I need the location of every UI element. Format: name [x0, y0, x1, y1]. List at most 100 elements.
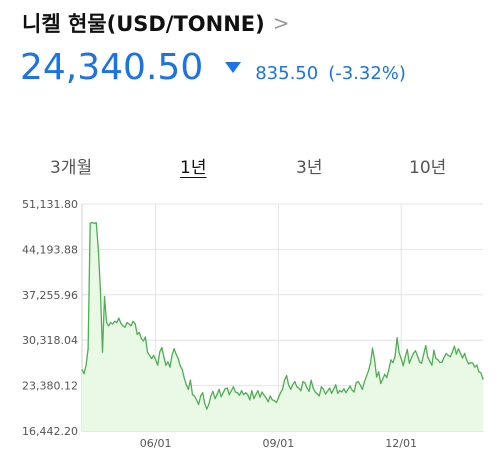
- data-point: [343, 388, 345, 390]
- data-point: [81, 369, 83, 371]
- series-area: [82, 222, 483, 431]
- data-point: [138, 331, 140, 334]
- data-point: [97, 250, 99, 252]
- data-point: [472, 362, 474, 364]
- data-point: [157, 364, 159, 366]
- data-point: [331, 392, 333, 394]
- data-point: [388, 368, 390, 370]
- data-point: [185, 384, 187, 386]
- data-point: [398, 352, 400, 354]
- data-point: [198, 403, 200, 405]
- data-point: [406, 348, 408, 351]
- data-point: [374, 359, 376, 361]
- data-point: [421, 362, 423, 364]
- data-point: [269, 395, 271, 397]
- data-point: [283, 379, 286, 381]
- data-point: [322, 388, 324, 390]
- data-point: [148, 354, 151, 356]
- data-point: [251, 390, 253, 392]
- data-point: [210, 395, 212, 397]
- data-point: [142, 340, 144, 342]
- data-point: [371, 347, 374, 349]
- data-point: [461, 357, 464, 359]
- x-tick-label: 09/01: [263, 437, 295, 450]
- data-point: [187, 388, 189, 390]
- data-point: [112, 323, 114, 325]
- data-point: [429, 360, 431, 362]
- tab-10-years[interactable]: 10년: [409, 158, 447, 178]
- data-point: [296, 386, 298, 388]
- data-point: [93, 222, 95, 224]
- data-point: [126, 322, 128, 324]
- data-point: [247, 394, 249, 396]
- data-point: [267, 401, 269, 403]
- data-point: [259, 396, 261, 398]
- data-point: [441, 361, 443, 363]
- data-point: [419, 361, 421, 363]
- data-point: [155, 359, 157, 361]
- data-point: [132, 320, 134, 322]
- data-point: [128, 323, 130, 325]
- data-point: [312, 387, 314, 389]
- data-point: [459, 352, 462, 354]
- price-change: 835.50: [255, 63, 319, 84]
- chevron-right-icon[interactable]: >: [272, 11, 290, 35]
- data-point: [130, 325, 132, 327]
- data-point: [474, 366, 476, 368]
- tab-3-years[interactable]: 3년: [296, 158, 323, 178]
- data-point: [99, 289, 101, 291]
- data-point: [275, 401, 277, 404]
- data-point: [181, 369, 183, 371]
- x-tick-label: 06/01: [140, 437, 172, 450]
- data-point: [369, 362, 372, 364]
- data-point: [179, 365, 181, 367]
- range-tabs: 3개월 1년 3년 10년: [0, 153, 501, 179]
- data-point: [380, 382, 382, 385]
- data-point: [408, 362, 410, 364]
- data-point: [304, 382, 306, 384]
- data-point: [144, 336, 146, 338]
- data-point: [103, 295, 106, 298]
- data-point: [480, 372, 482, 374]
- data-point: [402, 365, 404, 367]
- data-point: [232, 386, 234, 388]
- data-point: [177, 358, 179, 360]
- data-point: [437, 359, 439, 361]
- data-point: [241, 390, 243, 392]
- data-point: [339, 390, 341, 392]
- tab-1-year[interactable]: 1년: [180, 158, 207, 178]
- data-point: [95, 222, 97, 224]
- data-point: [277, 397, 279, 399]
- data-point: [476, 364, 478, 366]
- data-point: [443, 356, 445, 358]
- page-header: 니켈 현물(USD/TONNE) >: [22, 8, 290, 38]
- price-chart: 51,131.80 44,193.88 37,255.96 30,318.04 23,3…: [22, 198, 484, 450]
- data-point: [326, 390, 329, 392]
- data-point: [265, 397, 267, 399]
- data-point: [216, 394, 218, 396]
- data-point: [110, 322, 112, 324]
- data-point: [206, 408, 208, 410]
- data-point: [435, 358, 437, 360]
- data-point: [329, 387, 331, 389]
- data-point: [308, 390, 310, 392]
- y-tick-label: 37,255.96: [22, 289, 78, 302]
- data-point: [212, 390, 214, 392]
- data-point: [202, 392, 204, 394]
- data-point: [140, 337, 142, 339]
- data-point: [384, 373, 386, 375]
- data-point: [410, 357, 412, 359]
- data-point: [165, 364, 167, 366]
- data-point: [114, 320, 116, 322]
- data-point: [394, 356, 396, 358]
- data-point: [404, 356, 406, 358]
- data-point: [416, 355, 419, 357]
- data-point: [208, 403, 210, 405]
- data-point: [116, 322, 118, 324]
- data-point: [224, 388, 226, 390]
- data-point: [367, 370, 369, 372]
- tab-3-months[interactable]: 3개월: [50, 158, 93, 178]
- data-point: [257, 390, 259, 392]
- data-point: [310, 379, 312, 381]
- data-point: [122, 325, 124, 327]
